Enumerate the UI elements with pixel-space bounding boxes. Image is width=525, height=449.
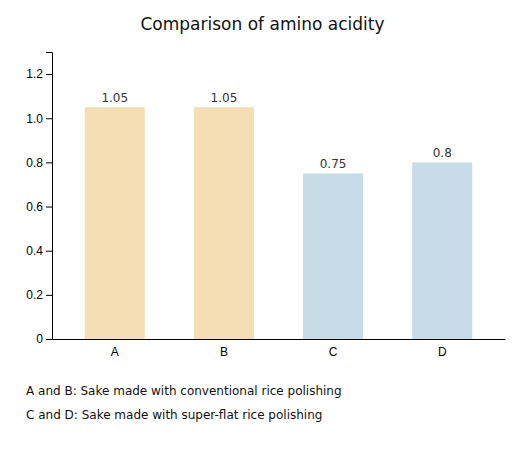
annotation: C and D: Sake made with super-flat rice … [26, 408, 322, 422]
tick-label: C [329, 345, 338, 359]
tick: A [111, 345, 119, 359]
bars [85, 107, 473, 339]
title: Comparison of amino acidity [141, 14, 385, 34]
tick: 1.2 [26, 67, 52, 81]
y-axis: 0 0.2 0.4 0.6 0.8 1.0 1.2 [26, 53, 52, 347]
tick-label: D [438, 345, 447, 359]
bar [412, 162, 472, 339]
data-labels: 1.05 1.05 0.75 0.8 [101, 91, 451, 171]
data-label: 0.75 [320, 157, 347, 171]
tick-mark [46, 295, 52, 296]
data-label: 1.05 [101, 91, 128, 105]
tick-label: 1.0 [26, 112, 43, 126]
tick-label: 0.6 [26, 200, 43, 214]
tick-mark [46, 162, 52, 163]
tick-label: B [220, 345, 228, 359]
tick-label: 0.4 [26, 244, 43, 258]
tick-label: A [111, 345, 119, 359]
bar [194, 107, 254, 339]
tick: 0.2 [26, 288, 52, 302]
tick-mark [46, 251, 52, 252]
tick-mark [46, 207, 52, 208]
tick: 1.0 [26, 112, 52, 126]
bar [85, 107, 145, 339]
tick-label: 0.8 [26, 156, 43, 170]
tick: 0 [36, 332, 52, 346]
tick: 0.8 [26, 156, 52, 170]
chart: Comparison of amino acidity 0 0.2 0.4 0.6 0.8… [0, 0, 525, 449]
tick-label: 0 [36, 332, 43, 346]
tick: C [329, 345, 338, 359]
tick-label: 1.2 [26, 67, 43, 81]
data-label: 1.05 [211, 91, 238, 105]
plot: 0 0.2 0.4 0.6 0.8 1.0 1.2 A B C D 1.05 1.05 0.75 0.8 [26, 53, 505, 359]
tick: B [220, 345, 228, 359]
bar [303, 173, 363, 339]
tick: D [438, 345, 447, 359]
tick-mark [46, 339, 52, 340]
tick: 0.4 [26, 244, 52, 258]
x-axis: A B C D [53, 340, 506, 359]
tick-mark [46, 118, 52, 119]
data-label: 0.8 [433, 146, 452, 160]
axis-line [53, 339, 506, 340]
tick-label: 0.2 [26, 288, 43, 302]
tick-mark [46, 74, 52, 75]
tick: 0.6 [26, 200, 52, 214]
annotation: A and B: Sake made with conventional ric… [26, 384, 342, 398]
axis-line [46, 53, 53, 340]
